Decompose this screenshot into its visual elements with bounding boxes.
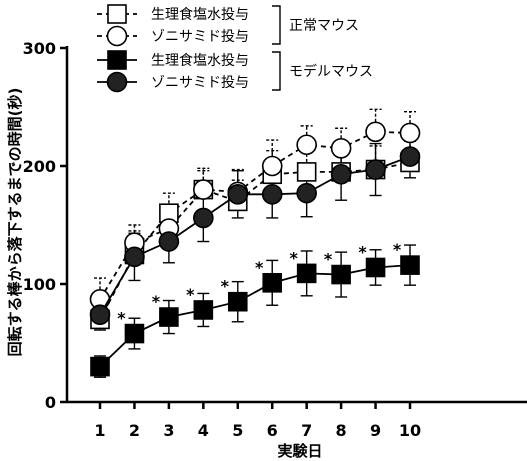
data-point [193, 300, 214, 320]
legend-group-label: 正常マウス [289, 18, 359, 34]
x-tick-label: 7 [301, 421, 312, 440]
y-tick-label: 300 [23, 39, 56, 58]
legend-label: ゾニサミド投与 [151, 75, 249, 91]
series-0-line [99, 161, 411, 320]
x-axis-title: 実験日 [277, 442, 322, 460]
data-point [193, 207, 214, 229]
x-tick-label: 6 [267, 421, 278, 440]
legend-bracket [272, 5, 281, 45]
x-tick-label: 1 [94, 421, 105, 440]
data-point [330, 163, 352, 185]
series-1-line [99, 130, 411, 300]
legend-label: 生理食塩水投与 [151, 52, 249, 69]
significance-marker: * [255, 258, 264, 277]
data-point [159, 307, 179, 327]
data-point [365, 159, 386, 180]
data-point [124, 246, 145, 268]
data-point [296, 263, 317, 284]
data-point [330, 138, 352, 159]
x-tick-label: 5 [232, 421, 243, 440]
data-point [399, 122, 421, 144]
legend-marker [107, 50, 127, 70]
legend-bracket [272, 51, 281, 91]
series-2-line [99, 264, 411, 368]
significance-marker: * [221, 277, 230, 296]
legend-marker [107, 4, 127, 24]
data-point [89, 304, 111, 325]
data-point [331, 264, 351, 285]
data-point [399, 146, 421, 167]
significance-marker: * [393, 240, 402, 259]
data-point [124, 323, 145, 344]
data-point [158, 231, 180, 252]
x-tick-label: 9 [370, 421, 381, 440]
legend-label: ゾニサミド投与 [151, 29, 249, 45]
significance-marker: * [289, 248, 298, 267]
significance-marker: * [358, 242, 367, 261]
significance-marker: * [324, 250, 333, 269]
x-tick-label: 3 [163, 421, 174, 440]
data-point [261, 184, 283, 205]
significance-marker: * [152, 292, 161, 311]
x-tick-label: 2 [129, 421, 140, 440]
data-point [261, 155, 283, 177]
legend-group-label: モデルマウス [289, 63, 373, 80]
axes: 0 100 200 300 1 2 3 4 5 6 7 8 9 10 [23, 39, 527, 440]
y-tick-label: 200 [23, 157, 56, 176]
x-tick-label: 8 [336, 421, 347, 440]
series-3-line [99, 155, 411, 316]
data-point [400, 255, 420, 275]
data-point [296, 134, 317, 156]
series-2: * * * * * * * * * [90, 240, 420, 377]
significance-marker: * [186, 285, 195, 304]
legend-label: 生理食塩水投与 [151, 6, 249, 23]
data-point [227, 184, 249, 205]
data-point [365, 121, 386, 143]
series-layer: * * * * * * * * * [89, 108, 421, 378]
data-point [90, 356, 110, 377]
data-point [365, 257, 386, 278]
x-tick-label: 4 [198, 421, 209, 440]
y-tick-label: 0 [45, 393, 56, 412]
data-point [193, 179, 214, 200]
legend-marker [106, 25, 128, 47]
data-point [227, 291, 248, 312]
y-axis-title: 回転する棒から落下するまでの時間(秒) [6, 88, 24, 357]
series-3 [89, 146, 421, 325]
legend-marker [106, 71, 128, 93]
data-point [296, 182, 317, 204]
data-point [262, 273, 283, 293]
y-tick-label: 100 [23, 275, 56, 294]
significance-marker: * [117, 309, 126, 328]
data-point [296, 162, 317, 182]
x-tick-label: 10 [399, 421, 421, 440]
